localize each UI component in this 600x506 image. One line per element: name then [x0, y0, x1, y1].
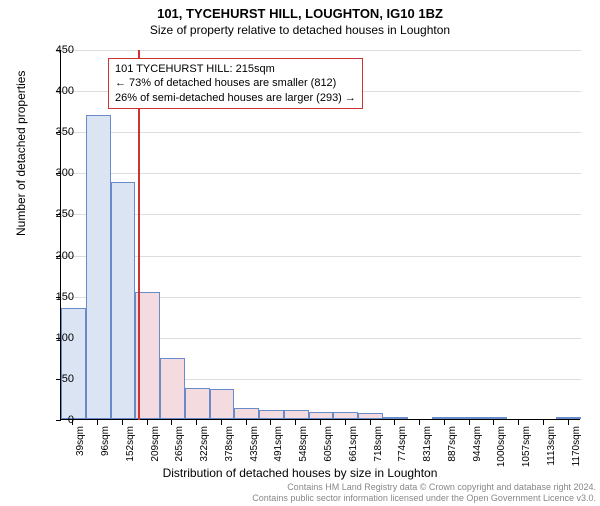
xtick-label: 718sqm — [373, 426, 384, 462]
xtick-label: 152sqm — [125, 426, 136, 462]
xtick-mark — [147, 420, 148, 425]
xtick-mark — [221, 420, 222, 425]
xtick-label: 1113sqm — [546, 426, 557, 466]
histogram-bar — [111, 182, 136, 419]
page-title-line2: Size of property relative to detached ho… — [0, 23, 600, 37]
ytick-label: 350 — [44, 126, 74, 138]
xtick-label: 265sqm — [174, 426, 185, 462]
histogram-bar — [160, 358, 185, 419]
xtick-label: 774sqm — [397, 426, 408, 462]
histogram-bar — [482, 417, 507, 419]
histogram-bar — [234, 408, 259, 420]
histogram-bar — [457, 417, 482, 419]
annotation-box: 101 TYCEHURST HILL: 215sqm ← 73% of deta… — [108, 58, 363, 109]
ytick-label: 200 — [44, 250, 74, 262]
ytick-label: 450 — [44, 44, 74, 56]
xtick-label: 322sqm — [199, 426, 210, 462]
xtick-mark — [122, 420, 123, 425]
histogram-bar — [358, 413, 383, 419]
histogram-bar — [61, 308, 86, 419]
page-title-line1: 101, TYCEHURST HILL, LOUGHTON, IG10 1BZ — [0, 6, 600, 21]
xtick-mark — [518, 420, 519, 425]
xtick-label: 96sqm — [100, 426, 111, 456]
xtick-mark — [444, 420, 445, 425]
ytick-label: 300 — [44, 167, 74, 179]
xtick-mark — [370, 420, 371, 425]
xtick-mark — [469, 420, 470, 425]
xtick-label: 1170sqm — [571, 426, 582, 466]
ytick-label: 50 — [44, 373, 74, 385]
histogram-bar — [556, 417, 581, 419]
annotation-line1: 101 TYCEHURST HILL: 215sqm — [115, 62, 356, 76]
histogram-bar — [210, 389, 235, 419]
ytick-label: 250 — [44, 208, 74, 220]
ytick-label: 0 — [44, 414, 74, 426]
histogram-bar — [259, 410, 284, 419]
footer-line2: Contains public sector information licen… — [252, 493, 596, 504]
xtick-label: 491sqm — [273, 426, 284, 462]
footer: Contains HM Land Registry data © Crown c… — [252, 482, 596, 504]
xtick-label: 209sqm — [150, 426, 161, 462]
xtick-label: 831sqm — [422, 426, 433, 462]
xtick-mark — [394, 420, 395, 425]
ytick-label: 100 — [44, 332, 74, 344]
histogram-bar — [432, 417, 457, 419]
x-axis-label: Distribution of detached houses by size … — [0, 466, 600, 480]
annotation-line2: ← 73% of detached houses are smaller (81… — [115, 76, 356, 90]
chart-area: 101 TYCEHURST HILL: 215sqm ← 73% of deta… — [60, 50, 580, 420]
xtick-label: 887sqm — [447, 426, 458, 462]
histogram-bar — [383, 417, 408, 419]
xtick-label: 39sqm — [75, 426, 86, 456]
xtick-mark — [97, 420, 98, 425]
xtick-mark — [345, 420, 346, 425]
xtick-mark — [246, 420, 247, 425]
y-axis-label: Number of detached properties — [14, 71, 28, 236]
ytick-label: 150 — [44, 291, 74, 303]
xtick-mark — [543, 420, 544, 425]
annotation-line3: 26% of semi-detached houses are larger (… — [115, 91, 356, 105]
histogram-bar — [86, 115, 111, 419]
xtick-mark — [568, 420, 569, 425]
xtick-label: 1000sqm — [496, 426, 507, 467]
xtick-mark — [196, 420, 197, 425]
xtick-mark — [171, 420, 172, 425]
xtick-label: 1057sqm — [521, 426, 532, 467]
xtick-mark — [419, 420, 420, 425]
ytick-label: 400 — [44, 85, 74, 97]
histogram-bar — [309, 412, 334, 419]
xtick-label: 378sqm — [224, 426, 235, 462]
xtick-mark — [320, 420, 321, 425]
histogram-bar — [185, 388, 210, 419]
xtick-label: 661sqm — [348, 426, 359, 462]
xtick-mark — [295, 420, 296, 425]
xtick-label: 435sqm — [249, 426, 260, 462]
footer-line1: Contains HM Land Registry data © Crown c… — [252, 482, 596, 493]
xtick-label: 944sqm — [472, 426, 483, 462]
xtick-mark — [493, 420, 494, 425]
xtick-mark — [270, 420, 271, 425]
xtick-label: 605sqm — [323, 426, 334, 462]
histogram-bar — [284, 410, 309, 419]
xtick-label: 548sqm — [298, 426, 309, 462]
histogram-bar — [333, 412, 358, 419]
